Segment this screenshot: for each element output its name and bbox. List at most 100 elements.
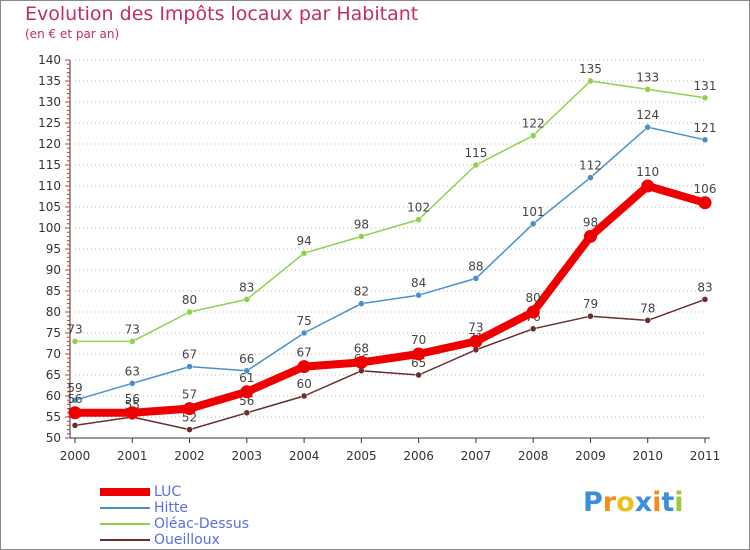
data-point-hitte (472, 275, 480, 282)
y-tick-label: 60 (46, 389, 61, 403)
data-point-hitte (300, 329, 308, 337)
data-label-ol-ac-dessus: 98 (354, 217, 369, 231)
data-point-hitte (587, 174, 594, 181)
x-tick-label: 2010 (632, 449, 663, 463)
data-point-oueilloux (587, 312, 594, 320)
logo-letter: x (634, 487, 653, 518)
data-label-oueilloux: 60 (296, 377, 311, 391)
x-tick-label: 2011 (690, 449, 721, 463)
y-tick-label: 90 (46, 263, 61, 277)
data-label-ol-ac-dessus: 133 (636, 70, 659, 84)
y-tick-label: 125 (38, 116, 61, 130)
data-point-oueilloux (71, 422, 79, 429)
data-label-hitte: 75 (296, 314, 311, 328)
data-label-ol-ac-dessus: 83 (239, 280, 254, 294)
data-point-hitte (129, 380, 136, 387)
data-point-luc (240, 385, 254, 399)
data-point-oueilloux (300, 392, 308, 400)
series-line-luc (71, 182, 709, 417)
data-point-ol-ac-dessus (701, 94, 709, 102)
y-tick-label: 140 (38, 53, 61, 67)
logo-letter: o (616, 487, 635, 518)
x-tick-label: 2001 (117, 449, 148, 463)
data-point-hitte (243, 367, 251, 375)
data-label-luc: 68 (354, 341, 369, 355)
data-label-ol-ac-dessus: 115 (464, 146, 487, 160)
data-point-luc (641, 179, 655, 193)
logo-letter: i (652, 487, 662, 518)
data-label-ol-ac-dessus: 122 (522, 117, 545, 131)
logo-letter: i (674, 487, 684, 518)
data-label-luc: 80 (526, 291, 541, 305)
x-tick-label: 2007 (461, 449, 492, 463)
data-point-hitte (644, 123, 651, 131)
data-point-hitte (71, 396, 79, 404)
data-point-ol-ac-dessus (186, 308, 193, 316)
data-label-luc: 98 (583, 215, 598, 229)
x-tick-label: 2006 (403, 449, 434, 463)
data-label-hitte: 84 (411, 276, 426, 290)
data-label-hitte: 88 (468, 259, 483, 273)
data-point-hitte (415, 291, 422, 299)
data-point-hitte (186, 363, 193, 370)
series-line-oueilloux (74, 298, 706, 431)
data-point-luc (354, 355, 368, 369)
data-point-luc (583, 229, 597, 243)
data-label-hitte: 101 (522, 205, 545, 219)
data-point-luc (412, 347, 426, 361)
data-point-ol-ac-dessus (300, 249, 308, 257)
data-label-luc: 67 (296, 346, 311, 360)
data-label-hitte: 67 (182, 348, 197, 362)
data-label-hitte: 112 (579, 159, 602, 173)
data-point-ol-ac-dessus (415, 216, 422, 223)
y-tick-label: 100 (38, 221, 61, 235)
data-point-luc (183, 402, 197, 416)
y-tick-label: 115 (38, 158, 61, 172)
x-tick-label: 2000 (60, 449, 91, 463)
y-tick-label: 95 (46, 242, 61, 256)
data-label-hitte: 124 (636, 108, 659, 122)
data-point-oueilloux (644, 317, 651, 324)
chart-title: Evolution des Impôts locaux par Habitant (25, 3, 419, 25)
data-label-oueilloux: 65 (411, 356, 426, 370)
y-tick-label: 130 (38, 95, 61, 109)
data-label-luc: 110 (636, 165, 659, 179)
logo-letter: P (583, 487, 603, 518)
x-tick-label: 2004 (289, 449, 320, 463)
data-label-luc: 73 (468, 320, 483, 334)
y-tick-label: 105 (38, 200, 61, 214)
legend-swatch-oueilloux (100, 539, 150, 541)
data-point-luc (68, 406, 82, 420)
data-point-luc (526, 305, 540, 319)
data-label-luc: 106 (694, 182, 717, 196)
logo-letter: t (661, 487, 675, 518)
y-tick-label: 85 (46, 284, 61, 298)
y-tick-label: 50 (46, 431, 61, 445)
series-line-hitte (74, 126, 706, 401)
y-tick-label: 80 (46, 305, 61, 319)
legend-swatch-luc (100, 488, 150, 496)
data-point-oueilloux (186, 426, 193, 433)
data-label-oueilloux: 56 (239, 394, 254, 408)
proxiti-logo: Proxiti (583, 487, 684, 518)
data-label-hitte: 66 (239, 352, 254, 366)
data-point-hitte (701, 136, 709, 144)
logo-letter: r (602, 487, 617, 518)
data-label-oueilloux: 83 (697, 280, 712, 294)
data-point-ol-ac-dessus (243, 296, 251, 303)
data-label-ol-ac-dessus: 80 (182, 293, 197, 307)
data-label-hitte: 121 (694, 121, 717, 135)
data-point-oueilloux (529, 325, 537, 333)
data-point-ol-ac-dessus (644, 86, 651, 93)
data-label-ol-ac-dessus: 131 (694, 79, 717, 93)
data-label-luc: 57 (182, 388, 197, 402)
data-label-ol-ac-dessus: 73 (125, 322, 140, 336)
data-label-luc: 56 (125, 392, 140, 406)
data-label-ol-ac-dessus: 73 (67, 322, 82, 336)
data-label-hitte: 82 (354, 285, 369, 299)
y-tick-label: 55 (46, 410, 61, 424)
series-line-ol-ac-dessus (74, 80, 706, 343)
y-tick-label: 135 (38, 74, 61, 88)
data-point-ol-ac-dessus (472, 161, 480, 169)
